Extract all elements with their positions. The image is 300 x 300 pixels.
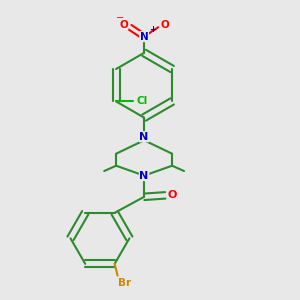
Text: Cl: Cl (136, 96, 148, 106)
Text: N: N (140, 32, 148, 42)
Text: O: O (119, 20, 128, 30)
Text: Br: Br (118, 278, 131, 288)
Text: +: + (149, 25, 156, 34)
Text: O: O (168, 190, 177, 200)
Text: N: N (140, 171, 149, 181)
Text: −: − (116, 13, 124, 23)
Text: O: O (160, 20, 169, 30)
Text: N: N (140, 132, 149, 142)
